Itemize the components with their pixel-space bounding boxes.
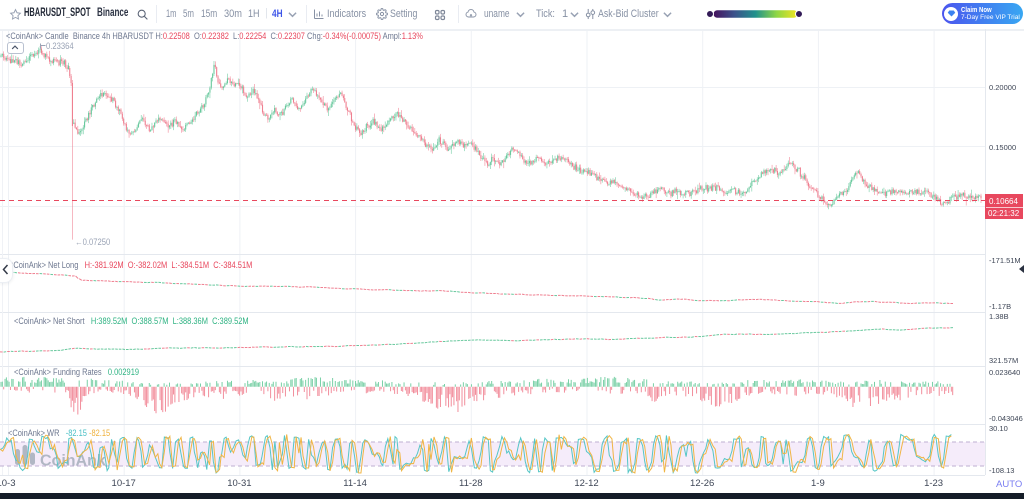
svg-text:CoinAnk: CoinAnk — [40, 453, 106, 470]
